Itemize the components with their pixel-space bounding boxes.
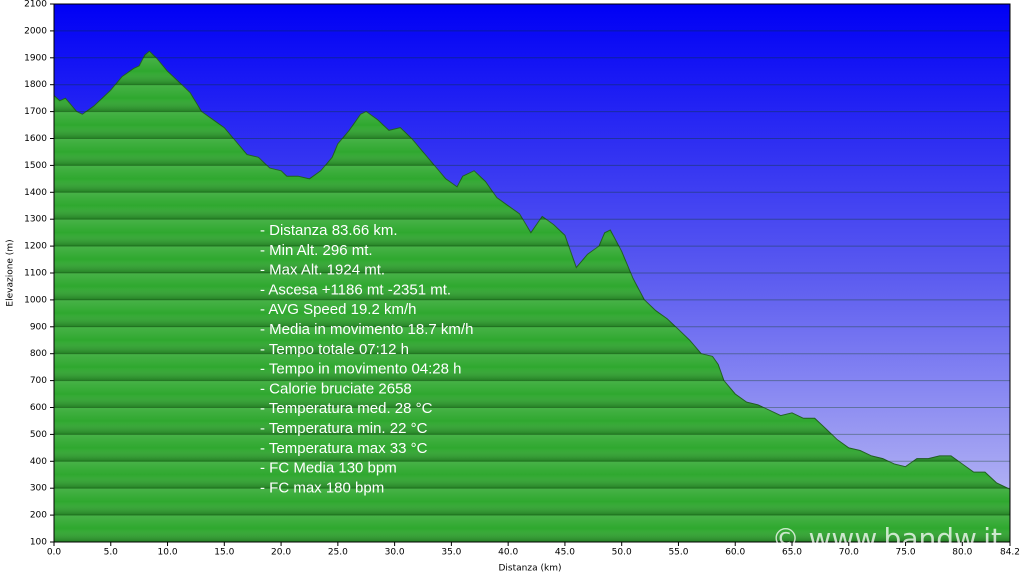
y-tick-label: 1000 [24,295,47,305]
x-tick-label: 35.0 [441,548,461,558]
x-tick-label: 70.0 [839,548,859,558]
x-tick-label: 50.0 [612,548,632,558]
x-axis-label: Distanza (km) [499,564,562,574]
x-tick-label: 5.0 [104,548,119,558]
area-band [54,488,1010,516]
y-tick-label: 100 [30,538,47,548]
y-tick-label: 500 [30,430,47,440]
y-tick-label: 1300 [24,215,47,225]
stat-annotation: - Tempo totale 07:12 h [260,341,409,358]
stat-annotation: - Min Alt. 296 mt. [260,242,373,259]
y-tick-label: 1500 [24,161,47,171]
stat-annotation: - Max Alt. 1924 mt. [260,262,385,279]
area-band [54,461,1010,489]
y-tick-label: 1400 [24,188,47,198]
y-tick-label: 2000 [24,26,47,36]
stat-annotation: - Distanza 83.66 km. [260,222,398,239]
stat-annotation: - Temperatura med. 28 °C [260,400,433,417]
area-band [54,515,1010,542]
y-tick-label: 1100 [24,269,47,279]
x-tick-label: 15.0 [214,548,234,558]
x-tick-label: 20.0 [271,548,291,558]
stat-annotation: - Ascesa +1186 mt -2351 mt. [260,281,451,298]
stat-annotation: - Calorie bruciate 2658 [260,380,412,397]
x-tick-label: 40.0 [498,548,518,558]
x-tick-label: 84.2 [1000,548,1020,558]
y-axis-label: Elevazione (m) [6,239,16,306]
y-tick-label: 700 [30,376,47,386]
x-tick-label: 55.0 [668,548,688,558]
stat-annotation: - Tempo in movimento 04:28 h [260,361,462,378]
x-tick-label: 80.0 [952,548,972,558]
stat-annotation: - Temperatura max 33 °C [260,440,428,457]
x-tick-label: 25.0 [328,548,348,558]
watermark: © www.bandw.it [772,522,1002,555]
y-tick-label: 900 [30,322,47,332]
x-tick-label: 30.0 [385,548,405,558]
x-tick-label: 0.0 [47,548,62,558]
y-tick-label: 1200 [24,242,47,252]
y-tick-label: 2100 [24,0,47,10]
y-tick-label: 1700 [24,107,47,117]
x-tick-label: 60.0 [725,548,745,558]
stat-annotation: - Media in movimento 18.7 km/h [260,321,473,338]
x-tick-label: 10.0 [158,548,178,558]
y-tick-label: 1600 [24,134,47,144]
y-tick-label: 600 [30,403,47,413]
stat-annotation: - AVG Speed 19.2 km/h [260,301,416,318]
y-tick-label: 800 [30,349,47,359]
y-tick-label: 1800 [24,80,47,90]
y-tick-label: 1900 [24,53,47,63]
x-tick-label: 45.0 [555,548,575,558]
x-tick-label: 75.0 [896,548,916,558]
x-tick-label: 65.0 [782,548,802,558]
stat-annotation: - FC Media 130 bpm [260,460,397,477]
y-tick-label: 400 [30,457,47,467]
y-tick-label: 200 [30,511,47,521]
stat-annotation: - Temperatura min. 22 °C [260,420,428,437]
y-tick-label: 300 [30,484,47,494]
stat-annotation: - FC max 180 bpm [260,479,384,496]
